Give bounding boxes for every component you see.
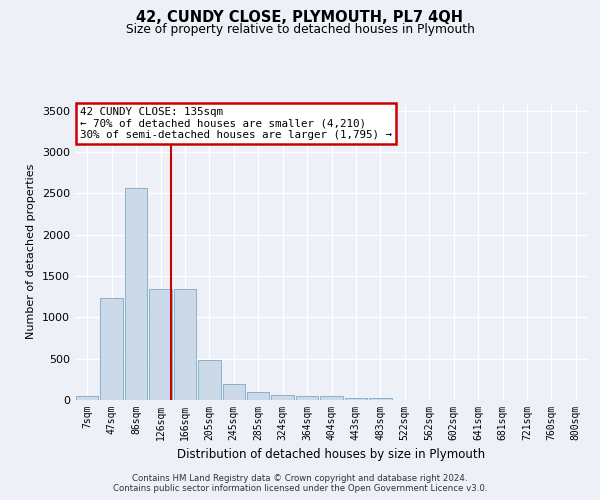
Bar [173,290,196,400]
Bar [296,396,319,400]
Bar [223,384,245,400]
Bar [198,360,221,400]
Text: Contains public sector information licensed under the Open Government Licence v3: Contains public sector information licen… [113,484,487,493]
Bar [271,396,294,400]
Bar [125,188,148,400]
Y-axis label: Number of detached properties: Number of detached properties [26,164,37,339]
Text: 42, CUNDY CLOSE, PLYMOUTH, PL7 4QH: 42, CUNDY CLOSE, PLYMOUTH, PL7 4QH [137,10,464,25]
Text: Contains HM Land Registry data © Crown copyright and database right 2024.: Contains HM Land Registry data © Crown c… [132,474,468,483]
Text: 42 CUNDY CLOSE: 135sqm
← 70% of detached houses are smaller (4,210)
30% of semi-: 42 CUNDY CLOSE: 135sqm ← 70% of detached… [80,107,392,140]
Bar [76,396,98,400]
Bar [247,392,269,400]
Bar [344,398,367,400]
Text: Size of property relative to detached houses in Plymouth: Size of property relative to detached ho… [125,22,475,36]
Bar [149,290,172,400]
Bar [369,398,392,400]
Bar [320,396,343,400]
Bar [100,298,123,400]
X-axis label: Distribution of detached houses by size in Plymouth: Distribution of detached houses by size … [178,448,485,462]
